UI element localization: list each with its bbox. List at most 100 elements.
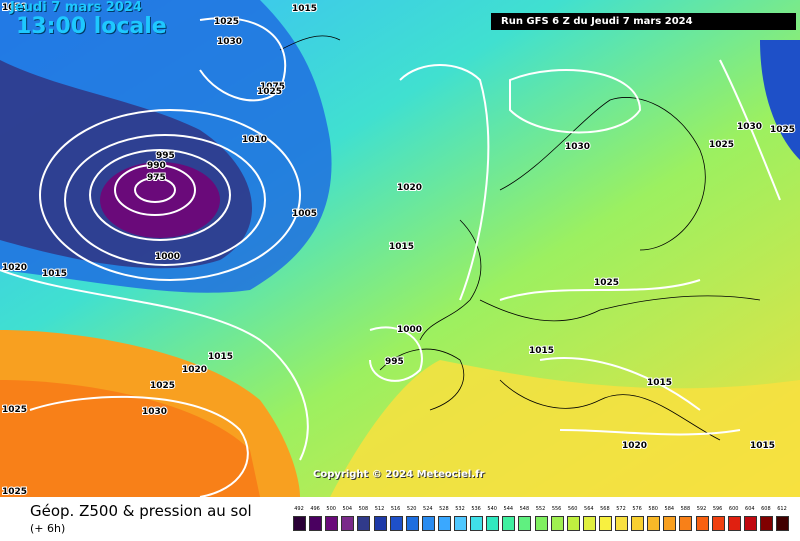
pressure-label: 1075 [260, 82, 285, 92]
scale-color-box [486, 516, 500, 531]
scale-color-box [631, 516, 645, 531]
scale-color-box [598, 516, 612, 531]
pressure-label: 1025 [214, 17, 239, 27]
scale-value-label: 584 [664, 506, 675, 512]
pressure-label: 1000 [397, 325, 422, 335]
scale-value-label: 524 [423, 506, 433, 512]
pressure-label: 1025 [257, 87, 282, 97]
scale-value-label: 544 [503, 506, 514, 512]
scale-value-label: 548 [519, 506, 530, 512]
scale-color-box [437, 516, 451, 531]
run-info: Run GFS 6 Z du Jeudi 7 mars 2024 [491, 13, 796, 30]
scale-value-label: 612 [777, 506, 787, 512]
scale-value-label: 568 [600, 506, 610, 512]
scale-color-box [582, 516, 596, 531]
pressure-label: 1015 [42, 269, 67, 279]
coastlines [279, 35, 761, 441]
scale-color-box [325, 516, 339, 531]
pressure-label: 1010 [242, 135, 267, 145]
scale-value-label: 608 [761, 506, 771, 512]
scale-color-box [293, 516, 306, 531]
scale-value-label: 592 [696, 506, 707, 512]
pressure-label: 1020 [397, 183, 422, 193]
scale-value-label: 576 [632, 506, 642, 512]
pressure-label: 975 [147, 173, 166, 183]
forecast-date: Jeudi 7 mars 2024 [10, 0, 142, 15]
scale-value-label: 540 [487, 506, 497, 512]
scale-value-label: 556 [551, 506, 562, 512]
scale-color-box [518, 516, 532, 531]
pressure-label: 995 [156, 151, 175, 161]
scale-value-label: 604 [745, 506, 755, 512]
scale-color-box [341, 516, 355, 531]
warm-region-south [330, 360, 800, 497]
legend-title: Géop. Z500 & pression au sol [30, 502, 252, 520]
scale-color-box [470, 516, 484, 531]
pressure-label: 1015 [750, 441, 775, 451]
pressure-label: 995 [385, 357, 404, 367]
scale-value-label: 500 [326, 506, 336, 512]
pressure-label: 1015 [389, 242, 414, 252]
copyright: Copyright © 2024 Meteociel.fr [313, 469, 485, 480]
scale-value-label: 512 [374, 506, 385, 512]
scale-color-box [405, 516, 419, 531]
hot-region-southwest [0, 380, 260, 497]
scale-value-label: 588 [680, 506, 691, 512]
scale-color-box [566, 516, 580, 531]
scale-color-box [357, 516, 371, 531]
scale-value-label: 552 [535, 506, 546, 512]
scale-value-label: 580 [648, 506, 658, 512]
scale-value-label: 528 [439, 506, 449, 512]
pressure-label: 1015 [292, 4, 317, 14]
scale-color-box [647, 516, 661, 531]
pressure-label: 1020 [182, 365, 207, 375]
pressure-label: 1025 [709, 140, 734, 150]
pressure-label: 1030 [217, 37, 242, 47]
scale-color-box [615, 516, 628, 531]
legend-subtitle: (+ 6h) [30, 522, 66, 535]
pressure-label: 1025 [770, 125, 795, 135]
low-region-northeast [760, 40, 800, 160]
isobars [0, 17, 781, 497]
scale-color-box [502, 516, 516, 531]
scale-value-label: 560 [567, 506, 578, 512]
low-center-region [100, 162, 220, 238]
pressure-label-group: 1010 101510251030107510251010995990975102… [1, 2, 796, 497]
scale-value-label: 496 [310, 506, 320, 512]
scale-color-box [534, 516, 548, 531]
scale-labels: 492 496 500 504 508 512 516 520 524 528 532 536 540 5… [293, 506, 793, 516]
pressure-label: 1020 [622, 441, 647, 451]
scale-value-label: 504 [342, 506, 353, 512]
pressure-label: 1005 [292, 209, 317, 219]
scale-value-label: 572 [616, 506, 626, 512]
scale-color-box [743, 516, 757, 531]
scale-color-box [421, 516, 435, 531]
scale-value-label: 600 [728, 506, 739, 512]
scale-color-box [727, 516, 741, 531]
pressure-label: 1015 [529, 346, 554, 356]
pressure-label: 1000 [155, 252, 180, 262]
scale-color-box [679, 516, 693, 531]
pressure-label: 1030 [737, 122, 762, 132]
scale-color-box [309, 516, 323, 531]
pressure-label: 1025 [2, 487, 27, 497]
scale-color-box [776, 516, 789, 531]
scale-color-box [454, 516, 467, 531]
scale-value-label: 508 [358, 506, 369, 512]
forecast-time: 13:00 locale [16, 14, 167, 39]
scale-color-box [711, 516, 725, 531]
scale-value-label: 564 [584, 506, 594, 512]
scale-value-label: 492 [294, 506, 304, 512]
scale-value-label: 520 [406, 506, 417, 512]
weather-map: 1010 101510251030107510251010995990975102… [0, 0, 800, 497]
scale-value-label: 532 [455, 506, 465, 512]
scale-color-box [759, 516, 773, 531]
scale-color-box [695, 516, 709, 531]
pressure-label: 1030 [142, 407, 167, 417]
pressure-label: 1020 [2, 263, 27, 273]
pressure-label: 1010 [2, 3, 27, 13]
scale-value-label: 596 [712, 506, 723, 512]
pressure-label: 1015 [647, 378, 672, 388]
pressure-label: 1025 [2, 405, 27, 415]
scale-color-box [373, 516, 387, 531]
